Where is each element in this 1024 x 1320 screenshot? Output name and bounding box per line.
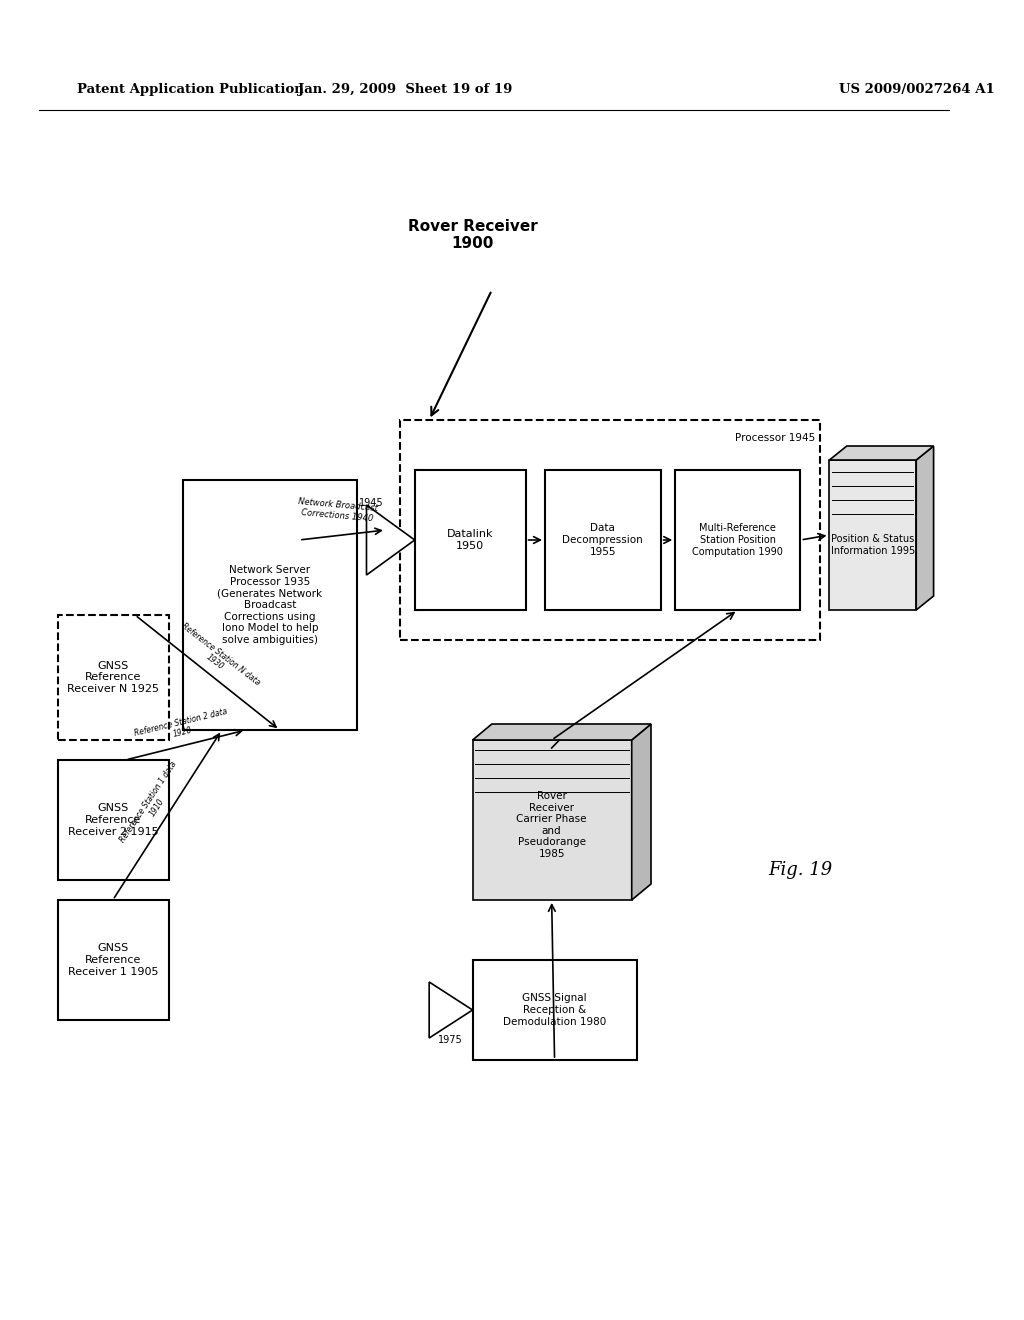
Polygon shape	[429, 982, 473, 1038]
Bar	[473, 741, 632, 900]
Bar	[183, 480, 356, 730]
Text: Reference Station 1 data
1910: Reference Station 1 data 1910	[119, 760, 187, 850]
Text: GNSS
Reference
Receiver N 1925: GNSS Reference Receiver N 1925	[68, 661, 160, 694]
Text: GNSS Signal
Reception &
Demodulation 1980: GNSS Signal Reception & Demodulation 198…	[503, 994, 606, 1027]
Text: Network Server
Processor 1935
(Generates Network
Broadcast
Corrections using
Ion: Network Server Processor 1935 (Generates…	[217, 565, 323, 644]
Bar	[58, 900, 169, 1020]
Text: 1975: 1975	[438, 1035, 463, 1045]
Text: Network Broadcast
Corrections 1940: Network Broadcast Corrections 1940	[297, 496, 378, 523]
Polygon shape	[367, 506, 415, 576]
Bar	[400, 420, 820, 640]
Bar	[829, 459, 916, 610]
Text: GNSS
Reference
Receiver 2 1915: GNSS Reference Receiver 2 1915	[68, 804, 159, 837]
Bar	[545, 470, 660, 610]
Bar	[473, 960, 637, 1060]
Text: GNSS
Reference
Receiver 1 1905: GNSS Reference Receiver 1 1905	[68, 944, 159, 977]
Text: Jan. 29, 2009  Sheet 19 of 19: Jan. 29, 2009 Sheet 19 of 19	[298, 83, 512, 96]
Text: Reference Station N data
1930: Reference Station N data 1930	[174, 622, 262, 696]
Text: Position & Status
Information 1995: Position & Status Information 1995	[830, 535, 915, 556]
Polygon shape	[829, 446, 934, 459]
Text: Reference Station 2 data
1920: Reference Station 2 data 1920	[133, 708, 230, 748]
Text: Multi-Reference
Station Position
Computation 1990: Multi-Reference Station Position Computa…	[692, 524, 783, 557]
Bar	[415, 470, 525, 610]
Bar	[58, 760, 169, 880]
Polygon shape	[916, 446, 934, 610]
Text: Rover Receiver
1900: Rover Receiver 1900	[408, 219, 538, 251]
Text: US 2009/0027264 A1: US 2009/0027264 A1	[839, 83, 995, 96]
Text: Patent Application Publication: Patent Application Publication	[77, 83, 304, 96]
Bar	[58, 615, 169, 741]
Text: Processor 1945: Processor 1945	[734, 433, 815, 444]
Text: Datalink
1950: Datalink 1950	[446, 529, 494, 550]
Text: Fig. 19: Fig. 19	[768, 861, 833, 879]
Text: Data
Decompression
1955: Data Decompression 1955	[562, 524, 643, 557]
Text: Rover
Receiver
Carrier Phase
and
Pseudorange
1985: Rover Receiver Carrier Phase and Pseudor…	[516, 791, 587, 859]
Bar	[675, 470, 801, 610]
Text: 1945: 1945	[359, 498, 384, 508]
Polygon shape	[473, 723, 651, 741]
Polygon shape	[632, 723, 651, 900]
